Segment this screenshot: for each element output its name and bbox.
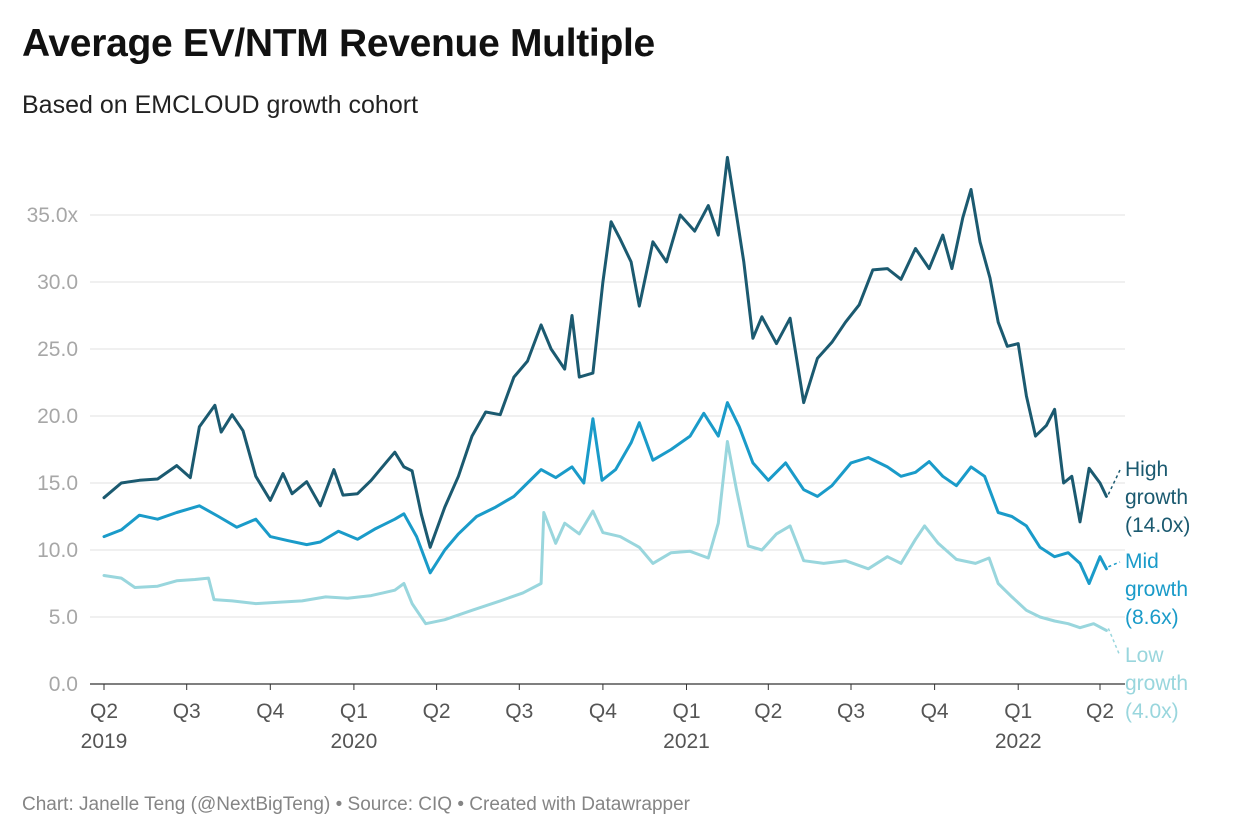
x-tick-quarter: Q1 xyxy=(340,700,368,723)
series-labels: High growth (14.0x) Mid growth (8.6x) Low growt… xyxy=(1107,458,1190,723)
x-tick-quarter: Q4 xyxy=(256,700,284,723)
series-label: High xyxy=(1125,458,1168,481)
series-lines xyxy=(102,155,1108,632)
y-tick-label: 30.0 xyxy=(37,271,78,294)
chart-subtitle: Based on EMCLOUD growth cohort xyxy=(22,91,419,119)
line-chart: 0.0 5.0 10.0 15.0 20.0 25.0 30.0 35.0x Q2 2019 Q3… xyxy=(27,155,1190,753)
series-label: (4.0x) xyxy=(1125,700,1179,723)
series-line xyxy=(102,440,1108,632)
y-axis-ticks: 0.0 5.0 10.0 15.0 20.0 25.0 30.0 35.0x xyxy=(27,204,79,696)
y-tick-label: 25.0 xyxy=(37,338,78,361)
series-line xyxy=(102,401,1108,585)
label-connector xyxy=(1107,469,1121,495)
x-tick-quarter: Q1 xyxy=(1004,700,1032,723)
x-tick-year: 2020 xyxy=(331,730,378,753)
y-tick-label: 15.0 xyxy=(37,472,78,495)
x-tick-quarter: Q2 xyxy=(90,700,118,723)
y-tick-label: 5.0 xyxy=(49,606,78,629)
x-tick-quarter: Q4 xyxy=(589,700,617,723)
x-tick-quarter: Q2 xyxy=(754,700,782,723)
x-tick-quarter: Q3 xyxy=(505,700,533,723)
chart-title: Average EV/NTM Revenue Multiple xyxy=(22,22,655,65)
label-connector xyxy=(1108,561,1121,568)
x-tick-quarter: Q3 xyxy=(173,700,201,723)
y-tick-label: 35.0x xyxy=(27,204,79,227)
x-tick-quarter: Q4 xyxy=(921,700,949,723)
x-tick-quarter: Q2 xyxy=(1086,700,1114,723)
label-connector xyxy=(1107,628,1121,657)
y-tick-label: 0.0 xyxy=(49,673,78,696)
chart-footer: Chart: Janelle Teng (@NextBigTeng) • Sou… xyxy=(22,794,690,815)
series-line xyxy=(102,155,1108,549)
x-tick-year: 2021 xyxy=(663,730,710,753)
series-label: (14.0x) xyxy=(1125,514,1190,537)
x-tick-year: 2022 xyxy=(995,730,1042,753)
x-axis-ticks: Q2 2019 Q3 Q4 Q1 2020 Q2 Q3 Q4 Q1 2021 Q2 Q3 Q4 Q1 2022… xyxy=(81,684,1114,753)
x-tick-quarter: Q2 xyxy=(423,700,451,723)
x-tick-quarter: Q3 xyxy=(837,700,865,723)
gridlines xyxy=(90,214,1125,685)
y-tick-label: 10.0 xyxy=(37,539,78,562)
series-label: (8.6x) xyxy=(1125,606,1179,629)
series-label: Mid xyxy=(1125,550,1159,573)
y-tick-label: 20.0 xyxy=(37,405,78,428)
series-label: growth xyxy=(1125,578,1188,601)
series-label: Low xyxy=(1125,644,1164,667)
series-label: growth xyxy=(1125,486,1188,509)
x-tick-quarter: Q1 xyxy=(673,700,701,723)
series-label: growth xyxy=(1125,672,1188,695)
x-tick-year: 2019 xyxy=(81,730,128,753)
